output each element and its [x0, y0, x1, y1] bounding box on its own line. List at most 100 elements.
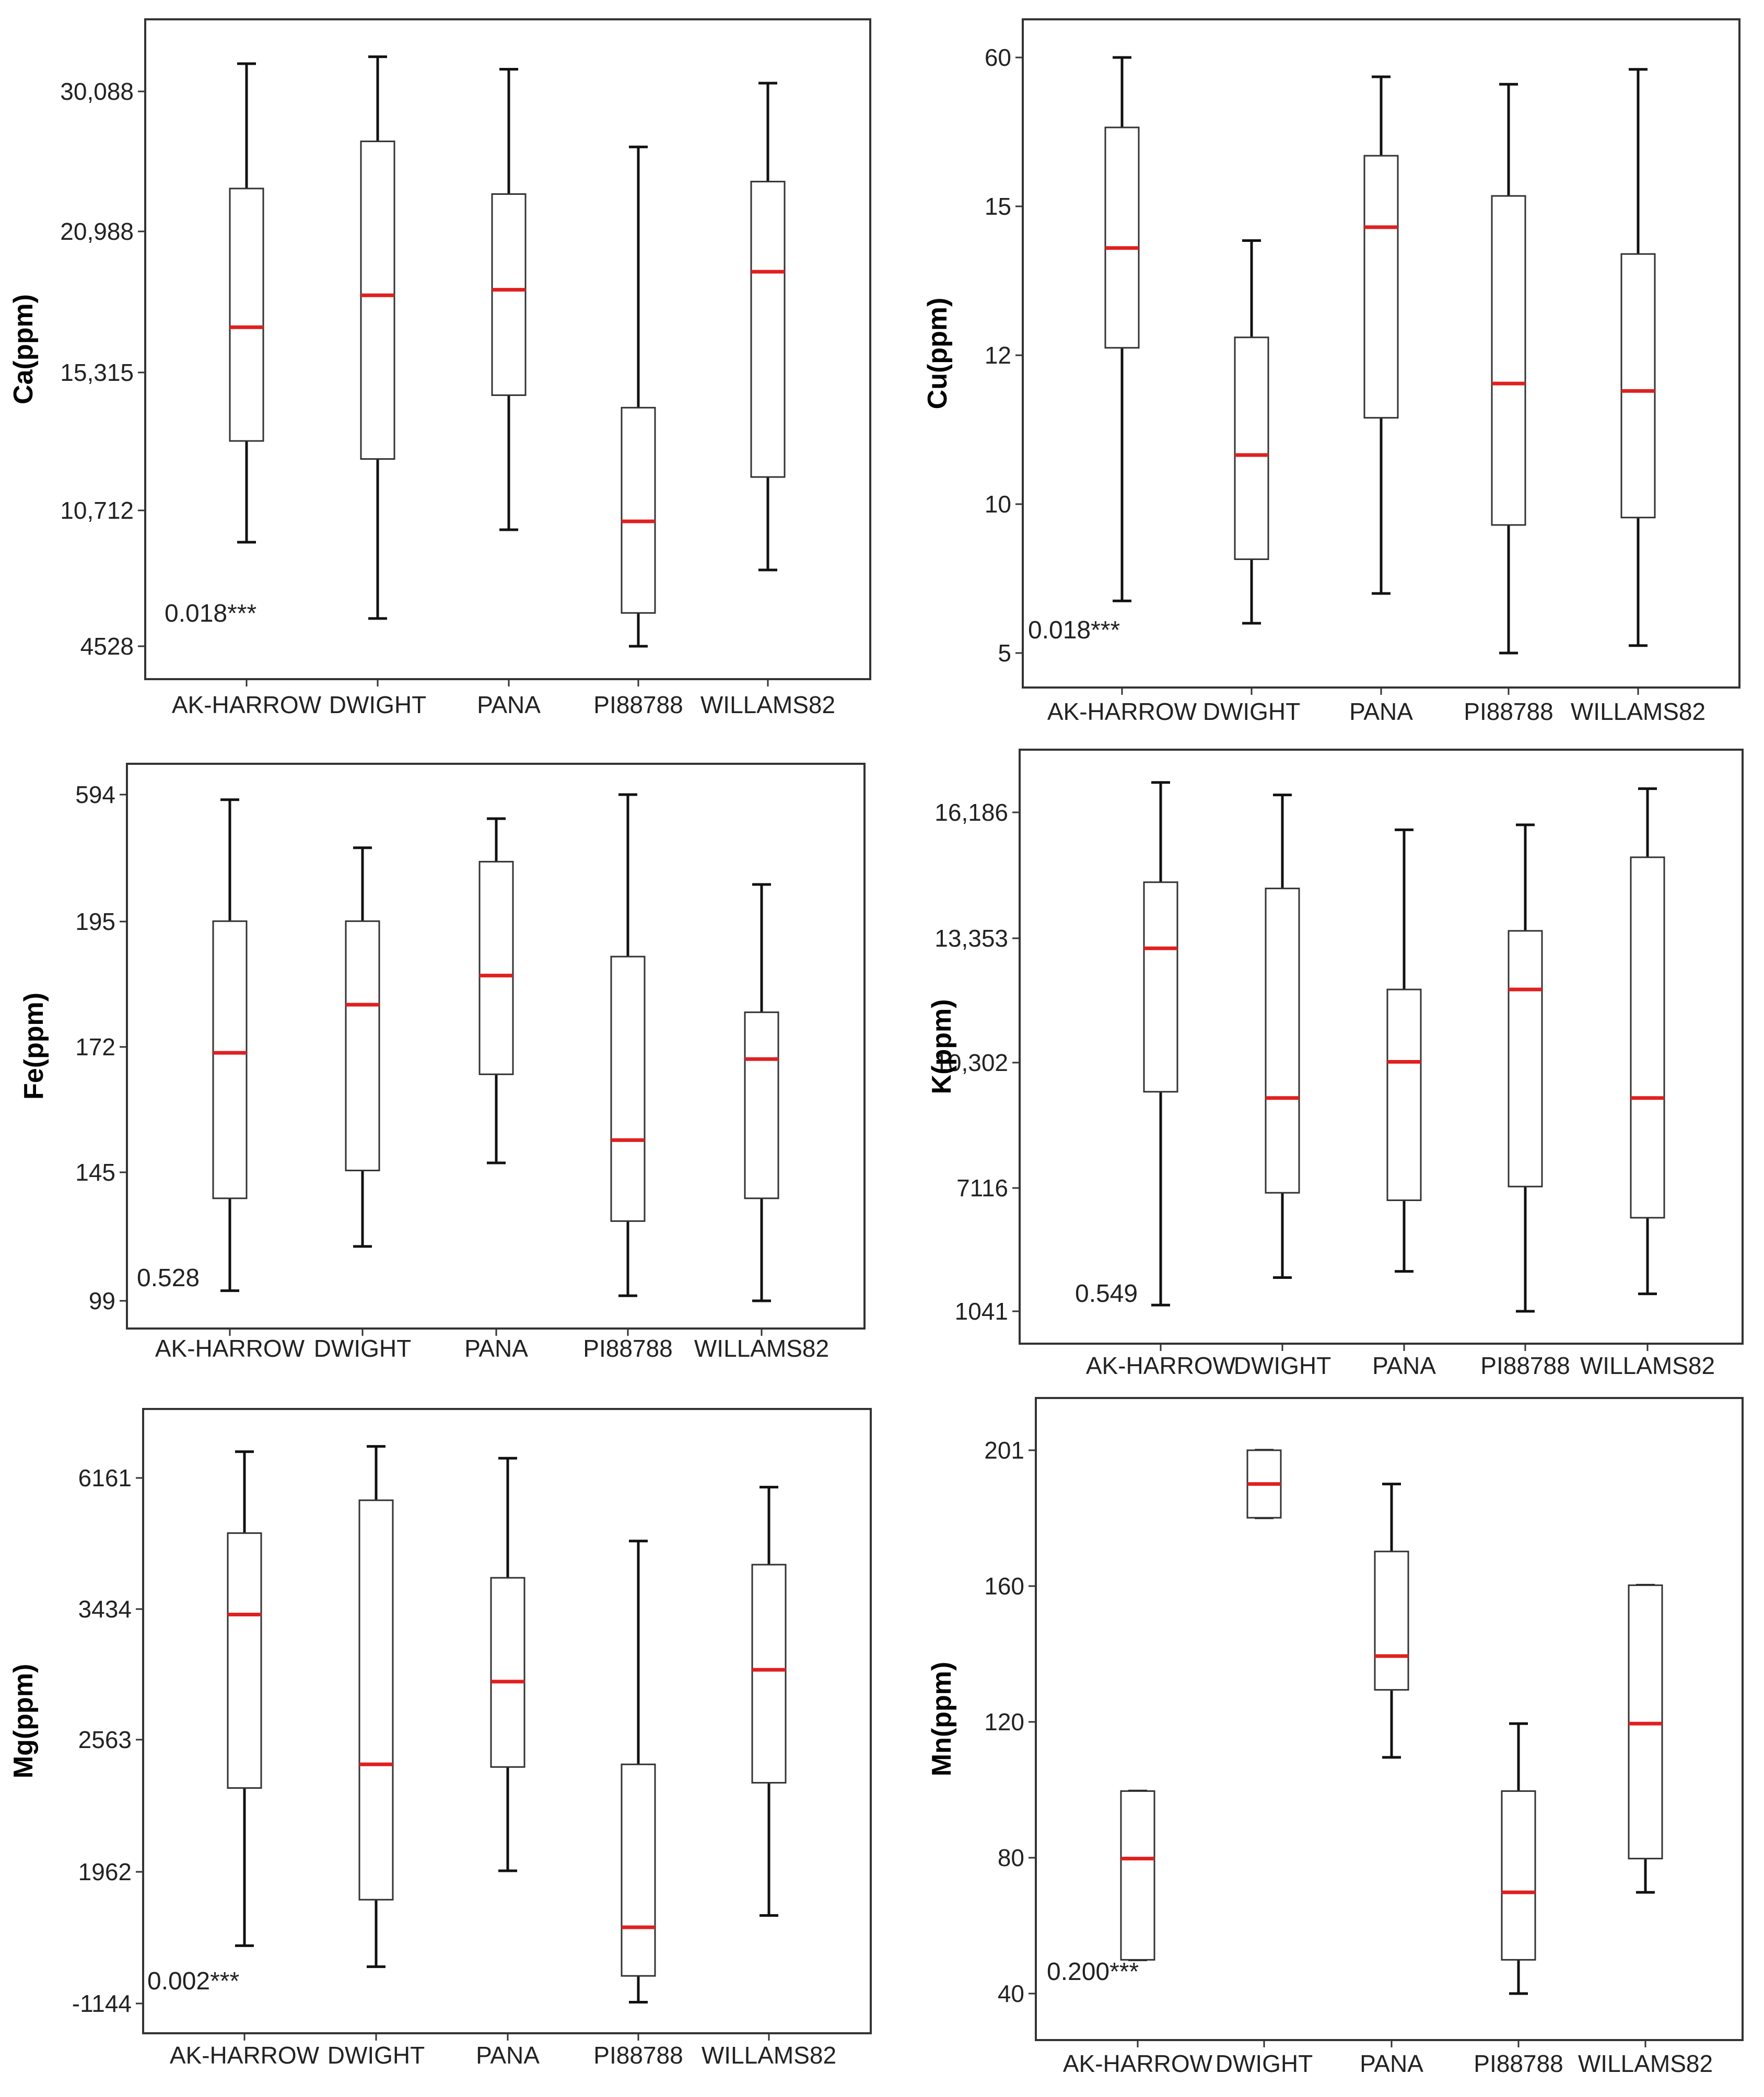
y-tick-label: 20,988: [60, 218, 134, 245]
box-willams82: [750, 81, 786, 572]
iqr-box: [610, 956, 646, 1222]
x-category-label: DWIGHT: [1216, 2050, 1313, 2077]
iqr-box: [1234, 336, 1269, 560]
box-willams82: [744, 883, 779, 1302]
y-tick-label: 40: [998, 1980, 1024, 2007]
iqr-box: [212, 920, 248, 1199]
p-value-annotation: 0.018***: [165, 600, 256, 627]
y-tick-label: 10,712: [60, 497, 134, 524]
iqr-box: [1620, 253, 1656, 519]
x-category-label: DWIGHT: [1203, 698, 1301, 725]
iqr-box: [345, 920, 380, 1171]
x-category-label: AK-HARROW: [1063, 2050, 1213, 2077]
box-pana: [1374, 1483, 1409, 1759]
box-ak-harrow: [227, 1450, 262, 1947]
y-tick-label: -1144: [72, 1990, 132, 2017]
box-willams82: [1630, 787, 1665, 1296]
x-category-label: AK-HARROW: [172, 691, 322, 718]
x-category-label: AK-HARROW: [1086, 1352, 1236, 1379]
y-tick-label: 145: [75, 1159, 115, 1186]
y-tick-label: 4528: [80, 633, 134, 660]
iqr-box: [744, 1011, 779, 1199]
y-axis-title: Ca(ppm): [8, 294, 39, 404]
x-category-label: AK-HARROW: [170, 2042, 320, 2069]
x-category-label: WILLAMS82: [700, 691, 835, 718]
iqr-box: [750, 181, 786, 478]
x-category-label: PI88788: [583, 1335, 672, 1362]
x-category-label: WILLAMS82: [702, 2042, 836, 2069]
x-category-label: WILLAMS82: [1578, 2050, 1713, 2077]
y-axis-title: K(ppm): [927, 999, 957, 1094]
x-category-label: DWIGHT: [1234, 1352, 1331, 1379]
y-tick-label: 172: [75, 1033, 115, 1061]
iqr-box: [1386, 988, 1422, 1202]
box-pi88788: [1501, 1722, 1536, 1995]
panel-cu: 60 15 12 10 5 Cu(ppm) AK-HARROW DWIGHT PANA PI887…: [922, 18, 1740, 725]
y-tick-label: 16,186: [934, 799, 1008, 826]
box-pana: [491, 68, 527, 531]
box-willams82: [1628, 1583, 1663, 1894]
y-axis-title: Cu(ppm): [922, 298, 953, 410]
x-category-label: AK-HARROW: [155, 1335, 305, 1362]
y-tick-label: 1041: [955, 1298, 1008, 1325]
panel-frame: [1019, 749, 1744, 1345]
y-tick-label: 99: [89, 1287, 115, 1314]
y-tick-label: 30,088: [60, 78, 134, 105]
box-ak-harrow: [229, 62, 264, 544]
x-category-label: PI88788: [593, 2042, 683, 2069]
box-pi88788: [621, 1540, 656, 2003]
box-pana: [1386, 828, 1422, 1273]
box-dwight: [358, 1445, 394, 1968]
box-pi88788: [1491, 83, 1526, 655]
box-pi88788: [621, 145, 656, 648]
y-tick-label: 120: [984, 1708, 1024, 1735]
box-dwight: [360, 55, 395, 620]
iqr-box: [1374, 1551, 1409, 1691]
y-axis-title: Mn(ppm): [927, 1662, 957, 1776]
panel-k: 16,186 13,353 10,302 7116 1041 K(ppm) AK-HARRO…: [927, 749, 1744, 1379]
iqr-box: [227, 1532, 262, 1789]
y-tick-label: 10,302: [934, 1049, 1008, 1076]
y-tick-label: 10: [985, 491, 1011, 518]
x-category-label: DWIGHT: [329, 691, 427, 718]
y-axis-title: Mg(ppm): [8, 1664, 39, 1778]
box-pana: [490, 1457, 525, 1872]
iqr-box: [1630, 856, 1665, 1219]
x-category-label: PANA: [1360, 2050, 1423, 2077]
box-ak-harrow: [1120, 1789, 1155, 1961]
iqr-box: [1508, 930, 1543, 1187]
x-category-label: PANA: [1372, 1352, 1436, 1379]
p-value-annotation: 0.528: [137, 1264, 200, 1292]
iqr-box: [1363, 155, 1399, 419]
x-category-label: DWIGHT: [328, 2042, 425, 2069]
y-tick-label: 3434: [78, 1595, 132, 1623]
iqr-box: [229, 188, 264, 442]
x-category-label: PI88788: [1464, 698, 1553, 725]
y-tick-label: 2563: [78, 1726, 132, 1753]
iqr-box: [751, 1564, 787, 1784]
x-category-label: DWIGHT: [314, 1335, 412, 1362]
y-tick-label: 160: [984, 1572, 1024, 1600]
panel-ca: 30,088 20,988 15,315 10,712 4528 Ca(ppm) AK-HA…: [8, 18, 871, 718]
iqr-box: [478, 860, 514, 1075]
y-tick-label: 5: [998, 639, 1011, 667]
x-category-label: WILLAMS82: [1580, 1352, 1715, 1379]
box-ak-harrow: [1104, 56, 1140, 602]
y-tick-label: 1962: [78, 1858, 132, 1885]
panel-frame: [144, 18, 871, 680]
y-tick-label: 80: [998, 1844, 1024, 1871]
x-category-label: PI88788: [593, 691, 683, 718]
panel-mg: 6161 3434 2563 1962 -1144 Mg(ppm) AK-HARROW DWI…: [8, 1408, 872, 2069]
iqr-box: [621, 406, 656, 614]
x-category-label: WILLAMS82: [1571, 698, 1705, 725]
p-value-annotation: 0.018***: [1028, 616, 1120, 644]
panel-fe: 594 195 172 145 99 Fe(ppm) AK-HARROW DWIGHT PANA…: [19, 763, 866, 1362]
y-tick-label: 594: [75, 781, 115, 808]
x-category-label: PANA: [1349, 698, 1413, 725]
x-category-label: WILLAMS82: [694, 1335, 829, 1362]
panel-frame: [1035, 1397, 1744, 2041]
box-pana: [478, 817, 514, 1164]
box-pi88788: [610, 793, 646, 1297]
box-willams82: [751, 1486, 787, 1917]
